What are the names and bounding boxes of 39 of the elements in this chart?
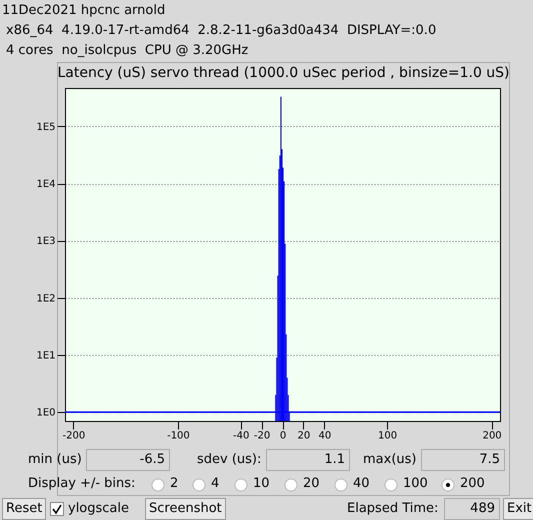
text: 489 (444, 498, 500, 520)
x-tick-label: 20 (298, 430, 310, 442)
text: 7.5 (421, 449, 505, 471)
text: min (us) (28, 451, 82, 469)
text: Exit (503, 498, 533, 520)
x-tick-label: -200 (62, 430, 86, 442)
text: 4 (211, 475, 220, 493)
text: Display +/- bins: (28, 475, 136, 493)
text: Elapsed Time: (347, 500, 438, 518)
text: 1.1 (266, 449, 350, 471)
text: sdev (us): (197, 451, 262, 469)
x-tick-label: 40 (318, 430, 332, 442)
text: -6.5 (86, 449, 170, 471)
text: 2 (170, 475, 178, 493)
y-tick-label: 1E3 (36, 236, 56, 248)
y-tick-label: 1E5 (36, 122, 56, 133)
text: 40 (353, 475, 370, 493)
text: ylogscale (68, 500, 130, 518)
x-tick-label: 100 (378, 430, 398, 442)
y-tick-label: 1E2 (36, 293, 56, 304)
text: 4 cores no_isolcpus CPU @ 3.20GHz (6, 42, 248, 60)
text: 10 (253, 475, 270, 493)
text: 200 (460, 475, 485, 493)
x-tick-label: -40 (233, 430, 250, 442)
text: Screenshot (145, 498, 226, 520)
y-tick-label: 1E4 (36, 179, 56, 190)
text: x86_64 4.19.0-17-rt-amd64 2.8.2-11-g6a3d0a434 DISPLAY=:0.0 (6, 22, 436, 40)
y-tick-label: 1E1 (36, 350, 56, 362)
text: 100 (403, 475, 428, 493)
x-tick-label: -20 (254, 430, 270, 442)
x-tick-label: 200 (482, 430, 502, 442)
chart-title: Latency (uS) servo thread (1000.0 uSec period , binsize=1.0 uS) (57, 65, 510, 81)
text: Reset (2, 498, 46, 520)
y-tick-label: 1E0 (36, 408, 56, 419)
x-tick-label: 0 (280, 430, 286, 442)
x-tick-label: -100 (167, 430, 190, 442)
text: 11Dec2021 hpcnc arnold (2, 2, 166, 20)
text: max(us) (363, 451, 416, 469)
text: 20 (303, 475, 320, 493)
